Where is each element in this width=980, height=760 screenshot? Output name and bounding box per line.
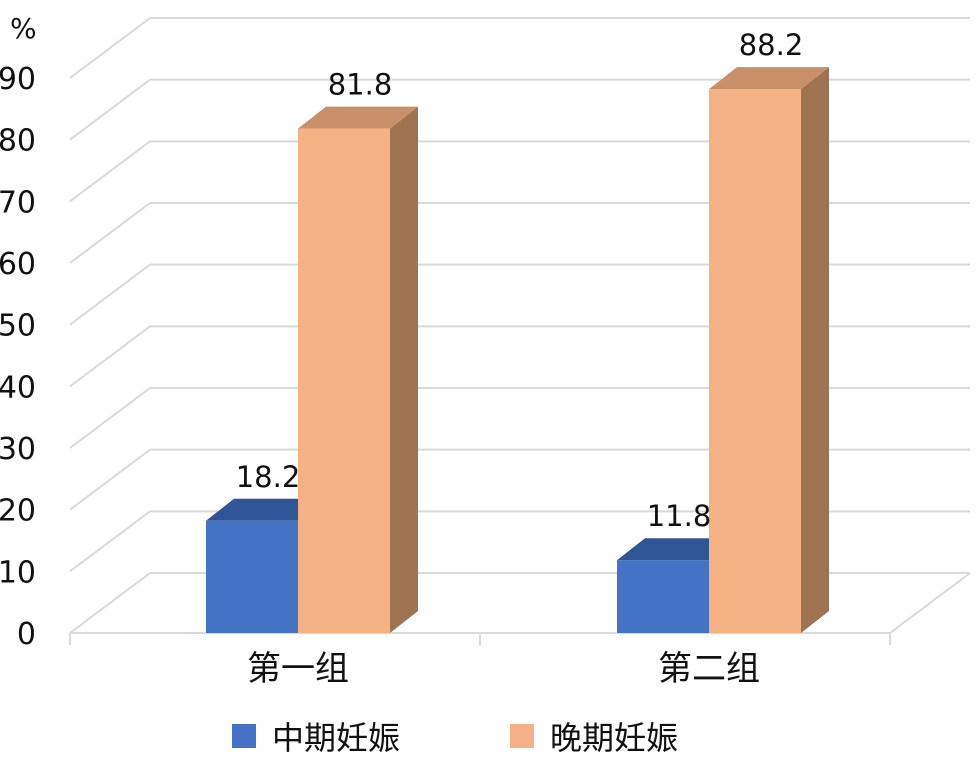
gridline-diagonal	[69, 325, 151, 388]
axes: 0 10 20 30 40 50 60 70 80 90%	[0, 12, 891, 652]
data-label: 18.2	[236, 460, 301, 494]
bar	[298, 128, 390, 634]
y-tick-label: 70	[0, 185, 36, 220]
gridline-diagonal	[69, 17, 151, 79]
gridline-diagonal	[69, 572, 151, 634]
y-tick-label: 30	[0, 432, 36, 467]
data-label: 88.2	[739, 28, 804, 62]
bar-top	[298, 106, 418, 129]
gridline-diagonal	[69, 387, 151, 449]
bar-top	[709, 67, 829, 90]
bar	[206, 520, 298, 633]
legend-label-1: 晚期妊娠	[550, 719, 679, 757]
y-tick-label: 90	[0, 62, 36, 97]
data-label: 11.8	[647, 499, 712, 533]
bar	[617, 560, 709, 633]
gridline-diagonal	[69, 140, 151, 203]
y-tick-label: 80	[0, 124, 36, 159]
y-tick-label: 50	[0, 309, 36, 344]
legend-label-0: 中期妊娠	[272, 719, 401, 757]
bar-top	[617, 538, 737, 561]
legend-swatch-1	[510, 724, 534, 748]
category-label: 第二组	[658, 649, 760, 689]
y-tick-label: 40	[0, 370, 36, 405]
legend: 中期妊娠 晚期妊娠	[0, 716, 980, 757]
bar-top	[206, 498, 326, 521]
legend-item-1: 晚期妊娠	[510, 716, 679, 757]
category-label: 第一组	[247, 649, 349, 689]
gridline-diagonal	[69, 78, 151, 141]
bars	[206, 67, 829, 634]
legend-swatch-0	[232, 724, 256, 748]
gridline-diagonal	[69, 202, 151, 264]
gridline-diagonal	[69, 448, 151, 511]
bar-side	[390, 106, 418, 634]
y-unit-label: %	[10, 12, 37, 45]
y-tick-label: 0	[17, 617, 36, 652]
gridline-diagonal	[69, 510, 151, 573]
gridlines	[69, 17, 971, 634]
data-label: 81.8	[328, 68, 393, 102]
y-tick-label: 20	[0, 494, 36, 529]
floor-right-edge	[889, 572, 971, 634]
gridline-diagonal	[69, 263, 151, 326]
y-tick-label: 60	[0, 247, 36, 282]
bar-chart: 0 10 20 30 40 50 60 70 80 90% 18.2 81.8 第一组 11.8 88.2…	[0, 12, 971, 689]
bar-side	[801, 67, 829, 634]
bar	[709, 89, 801, 634]
y-tick-label: 10	[0, 555, 36, 590]
legend-item-0: 中期妊娠	[232, 716, 401, 757]
labels: 18.2 81.8 第一组 11.8 88.2 第二组	[236, 28, 804, 689]
